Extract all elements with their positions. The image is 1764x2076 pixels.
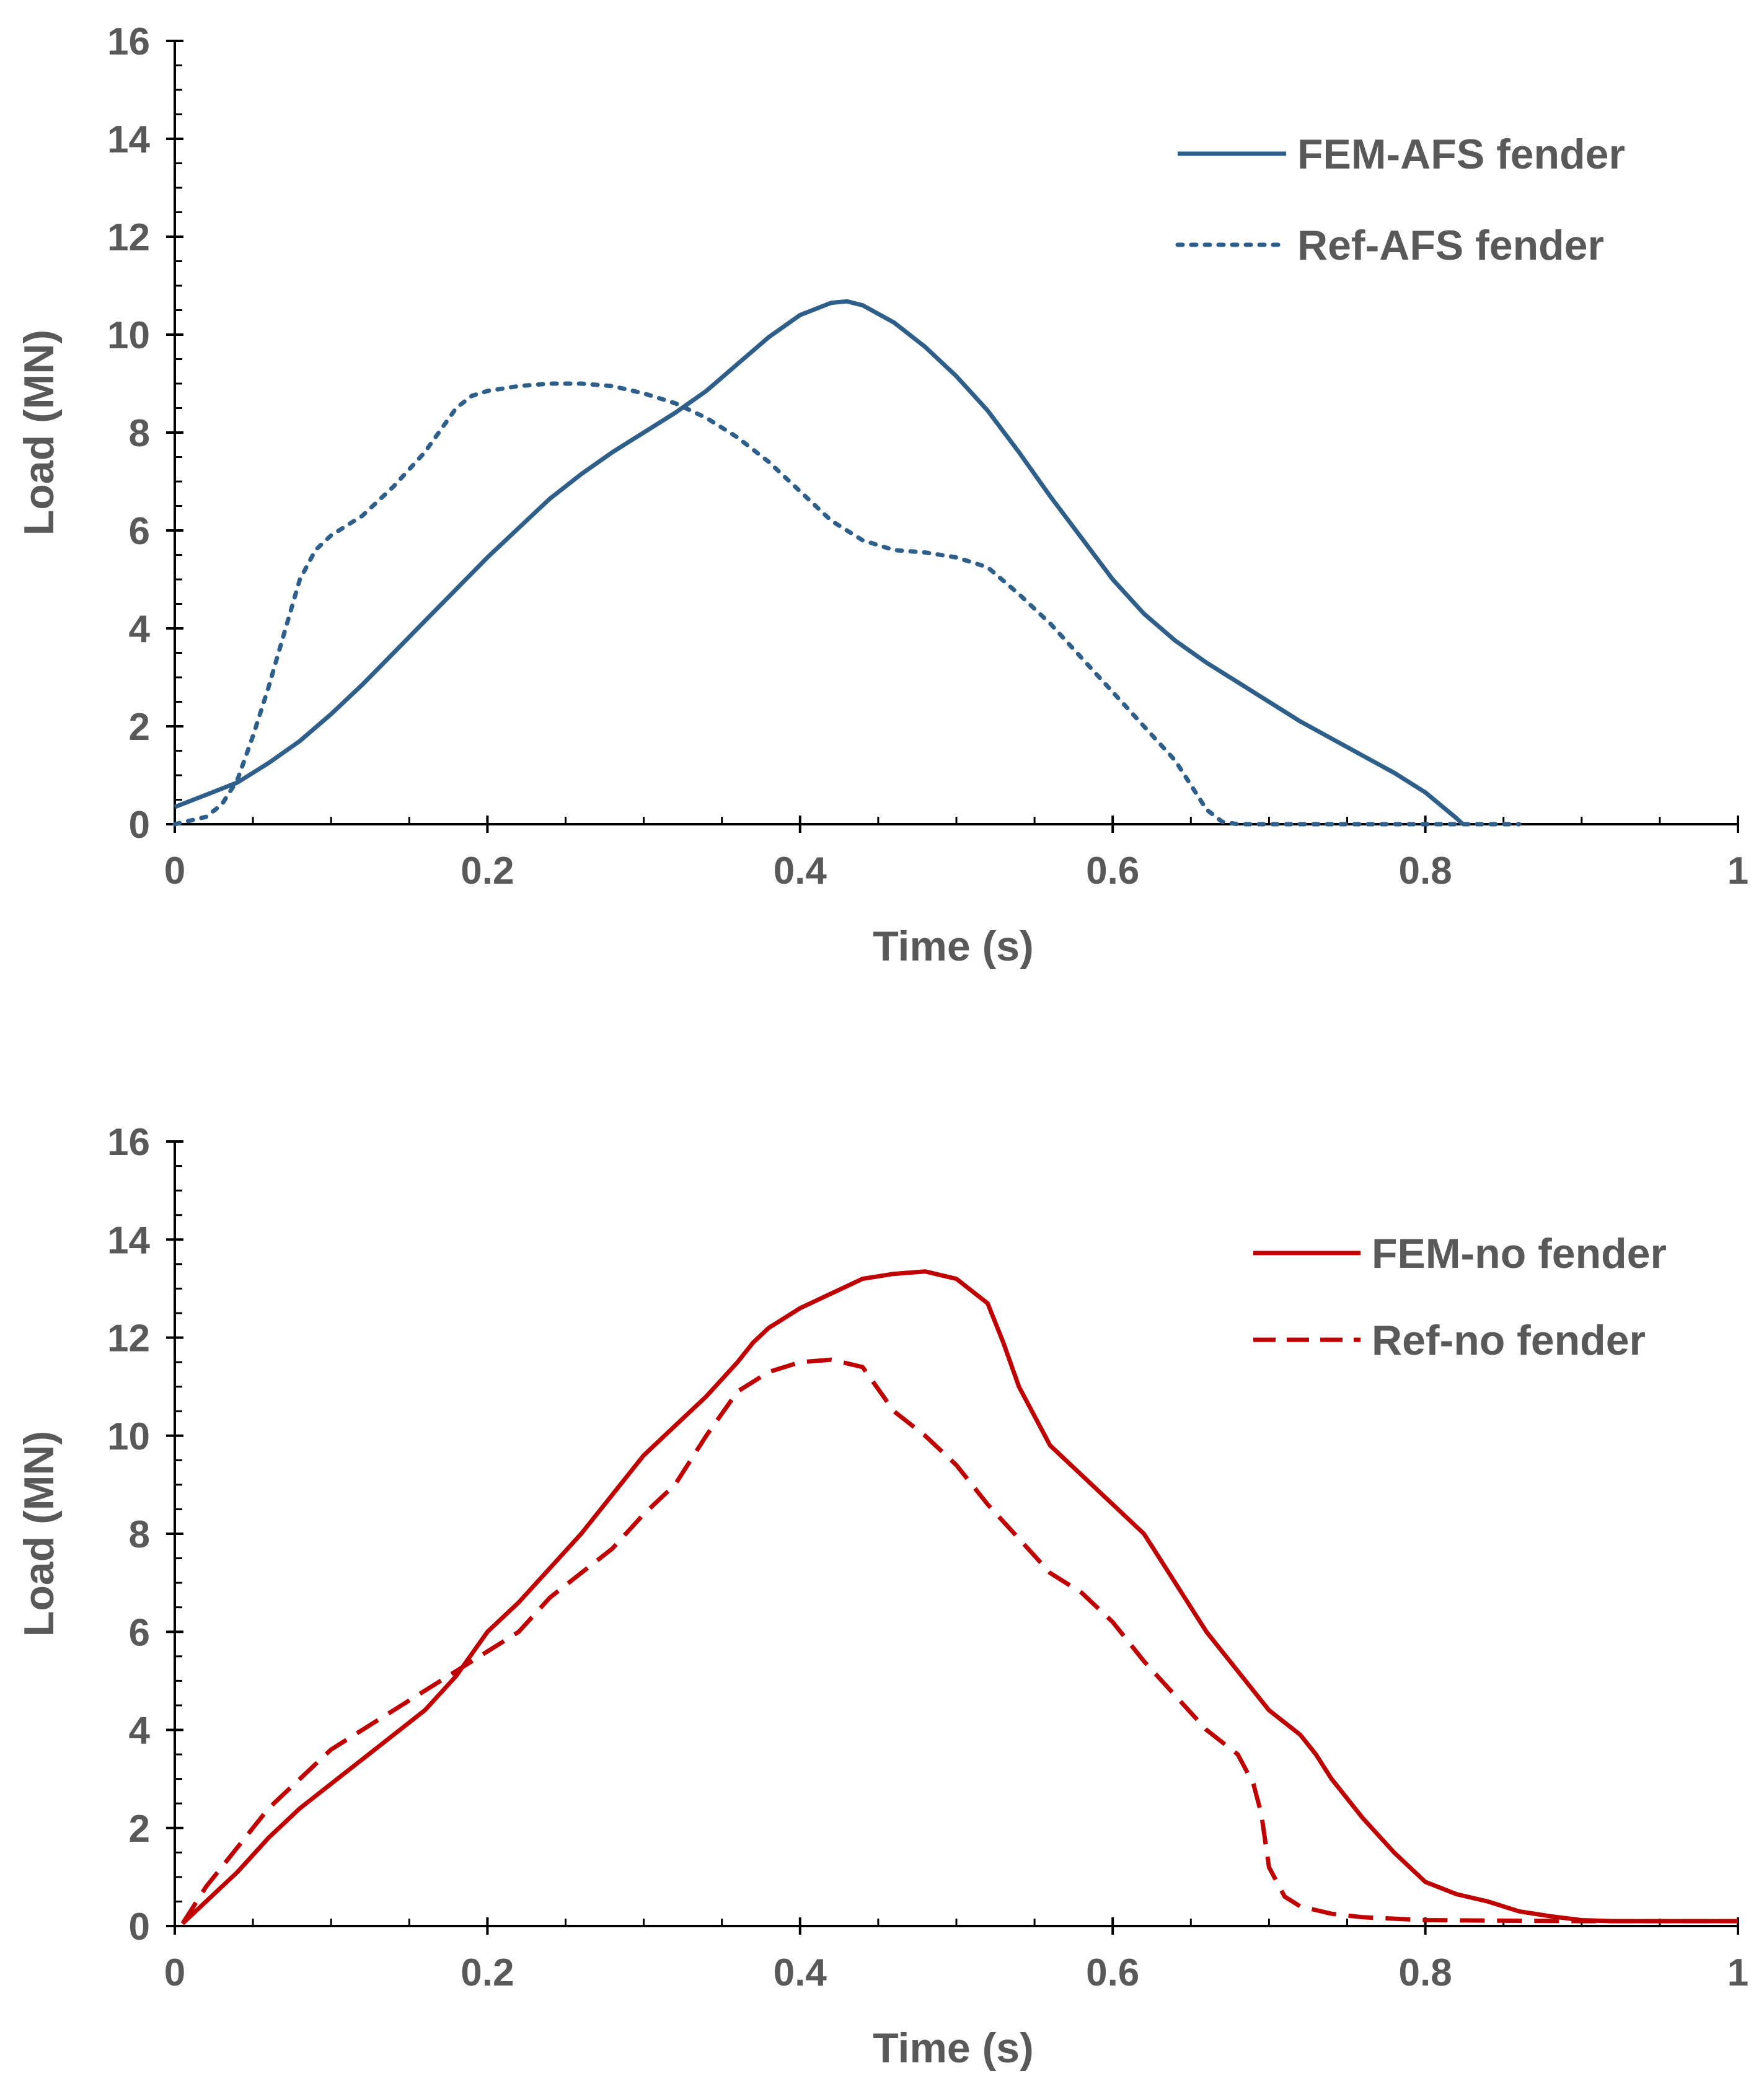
x-tick-label: 0.4 bbox=[774, 850, 827, 892]
y-axis-title: Load (MN) bbox=[15, 330, 63, 535]
y-tick-label: 8 bbox=[129, 1513, 150, 1556]
y-tick-label: 16 bbox=[107, 1121, 150, 1164]
y-axis-title: Load (MN) bbox=[15, 1431, 63, 1637]
y-tick-label: 2 bbox=[129, 706, 150, 749]
series-line-ref-afs-fender bbox=[172, 381, 1522, 827]
y-tick-label: 12 bbox=[107, 216, 150, 259]
y-tick-label: 6 bbox=[129, 1611, 150, 1654]
legend-label: FEM-no fender bbox=[1372, 1230, 1667, 1277]
x-tick-label: 0 bbox=[164, 1951, 185, 1994]
x-axis-title: Time (s) bbox=[873, 923, 1033, 970]
y-tick-label: 0 bbox=[129, 804, 150, 847]
y-tick-label: 16 bbox=[107, 20, 150, 63]
y-tick-label: 10 bbox=[107, 314, 150, 357]
y-tick-label: 2 bbox=[129, 1808, 150, 1850]
y-tick-label: 10 bbox=[107, 1415, 150, 1458]
legend-label: FEM-AFS fender bbox=[1297, 131, 1625, 178]
x-tick-label: 0.6 bbox=[1086, 1951, 1139, 1994]
x-tick-label: 1 bbox=[1727, 850, 1749, 892]
y-tick-label: 12 bbox=[107, 1317, 150, 1360]
x-tick-label: 0 bbox=[164, 850, 185, 892]
y-tick-label: 8 bbox=[129, 412, 150, 455]
y-tick-label: 4 bbox=[129, 1710, 151, 1753]
legend-label: Ref-AFS fender bbox=[1297, 222, 1604, 269]
x-tick-label: 0.2 bbox=[461, 1951, 514, 1994]
series-line-ref-no-fender bbox=[180, 1357, 1738, 1925]
legend-label: Ref-no fender bbox=[1372, 1317, 1646, 1364]
chart-afs-fender: 0 2 4 6 8 10 12 14 16 0 0.2 0.4 0.6 0.8 1 Time (s) Load … bbox=[15, 20, 1749, 970]
series-line-fem-afs-fender bbox=[174, 299, 1465, 826]
x-tick-label: 0.4 bbox=[774, 1951, 827, 1994]
y-tick-label: 4 bbox=[129, 608, 151, 651]
y-tick-label: 14 bbox=[107, 1219, 150, 1262]
series-line-fem-no-fender bbox=[181, 1269, 1738, 1925]
x-tick-label: 0.8 bbox=[1398, 850, 1452, 892]
x-tick-label: 0.6 bbox=[1086, 850, 1139, 892]
y-tick-label: 0 bbox=[129, 1906, 150, 1948]
chart-no-fender: 0 2 4 6 8 10 12 14 16 0 0.2 0.4 0.6 0.8 1 Time (s) Load … bbox=[15, 1121, 1749, 2072]
x-tick-label: 0.8 bbox=[1398, 1951, 1452, 1994]
y-tick-label: 14 bbox=[107, 118, 150, 161]
y-tick-label: 6 bbox=[129, 510, 150, 553]
x-axis-title: Time (s) bbox=[873, 2025, 1033, 2072]
x-tick-label: 0.2 bbox=[461, 850, 514, 892]
x-tick-label: 1 bbox=[1727, 1951, 1749, 1994]
